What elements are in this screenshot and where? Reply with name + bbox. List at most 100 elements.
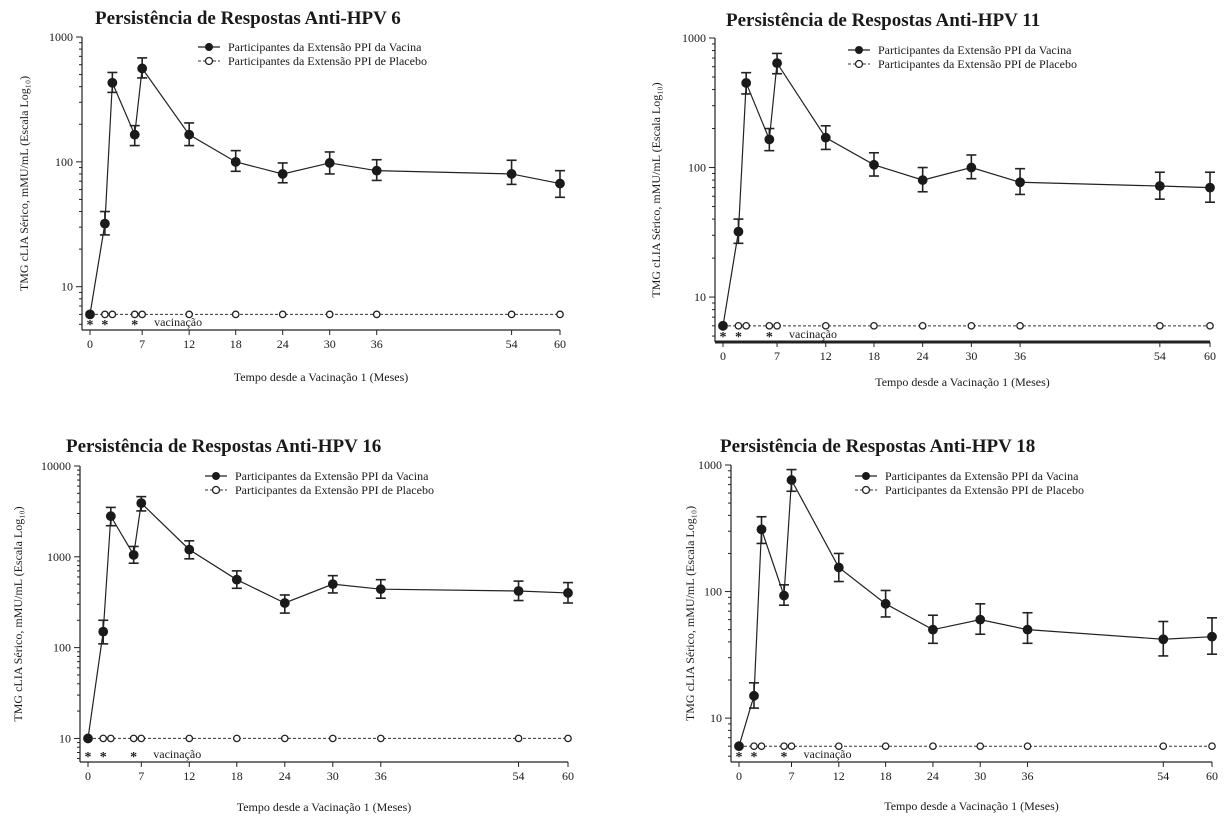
x-tick-label: 54 <box>1154 349 1166 363</box>
vaccine-point <box>1015 177 1025 188</box>
vaccine-point <box>1158 634 1169 645</box>
x-axis-label: Tempo desde a Vacinação 1 (Meses) <box>875 375 1050 389</box>
placebo-point <box>280 734 289 743</box>
x-tick-label: 36 <box>1022 769 1034 783</box>
vaccine-point <box>1205 182 1215 193</box>
vaccine-point <box>880 598 891 609</box>
x-tick-label: 30 <box>324 337 336 351</box>
x-tick-label: 0 <box>87 337 93 351</box>
vaccination-star: * <box>131 318 138 333</box>
x-tick-label: 60 <box>554 337 566 351</box>
placebo-point <box>108 310 117 319</box>
placebo-point <box>870 321 878 330</box>
chart-title: Persistência de Respostas Anti-HPV 6 <box>95 8 401 29</box>
placebo-point <box>765 321 774 330</box>
vaccination-star: * <box>101 318 108 333</box>
x-axis-label: Tempo desde a Vacinação 1 (Meses) <box>234 370 409 384</box>
y-axis-label: TMG cLIA Sérico, mMU/mL (Escala Log₁₀) <box>17 76 31 291</box>
y-tick-label: 1000 <box>698 458 722 472</box>
placebo-point <box>821 321 830 330</box>
vaccine-point <box>231 574 242 585</box>
y-tick-label: 1000 <box>47 550 71 564</box>
placebo-point <box>129 734 138 743</box>
x-tick-label: 12 <box>820 349 832 363</box>
placebo-point <box>137 734 146 743</box>
vaccine-point <box>779 590 789 601</box>
chart-title: Persistência de Respostas Anti-HPV 18 <box>720 436 1035 457</box>
vaccination-label: vacinação <box>153 747 201 761</box>
vaccine-point <box>137 63 148 74</box>
x-tick-label: 60 <box>562 769 574 783</box>
x-tick-label: 30 <box>974 769 986 783</box>
legend-marker-vaccine <box>205 43 213 51</box>
x-tick-label: 54 <box>513 769 525 783</box>
vaccine-point <box>718 320 728 331</box>
y-tick-label: 10 <box>59 731 71 745</box>
chart-title: Persistência de Respostas Anti-HPV 16 <box>66 436 381 457</box>
y-tick-label: 1000 <box>49 30 73 44</box>
vaccine-point <box>506 169 517 179</box>
vaccine-point <box>375 584 386 595</box>
vaccine-point <box>820 132 831 143</box>
vaccine-point <box>975 614 986 625</box>
placebo-point <box>734 321 743 330</box>
placebo-point <box>967 321 976 330</box>
y-axis-label: TMG cLIA Sérico, mMU/mL (Escala Log₁₀) <box>683 506 697 721</box>
placebo-point <box>185 734 194 743</box>
legend-marker-placebo <box>861 485 871 495</box>
x-tick-label: 24 <box>279 769 291 783</box>
x-tick-label: 7 <box>139 337 145 351</box>
vaccine-point <box>105 511 116 522</box>
y-axis-label: TMG cLIA Sérico, mMU/mL (Escala Log₁₀) <box>649 82 663 297</box>
placebo-point <box>750 742 758 751</box>
placebo-point <box>138 310 147 319</box>
legend-label-placebo: Participantes da Extensão PPI de Placebo <box>885 483 1084 497</box>
placebo-point <box>834 742 843 751</box>
placebo-point <box>99 734 108 743</box>
placebo-point <box>325 310 334 319</box>
vaccine-point <box>107 77 118 88</box>
vaccine-point <box>563 588 573 598</box>
vaccination-star: * <box>781 750 788 765</box>
legend-marker-placebo <box>854 59 864 69</box>
x-tick-label: 36 <box>371 337 383 351</box>
x-tick-label: 30 <box>965 349 977 363</box>
legend: Participantes da Extensão PPI da VacinaP… <box>855 469 1084 497</box>
vaccine-point <box>83 733 93 744</box>
placebo-point <box>1208 742 1216 751</box>
x-tick-label: 24 <box>927 769 939 783</box>
placebo-point <box>564 734 572 743</box>
vaccine-point <box>928 624 938 635</box>
placebo-point <box>881 742 890 751</box>
vaccine-series-line <box>87 501 569 739</box>
vaccine-point <box>555 178 565 189</box>
chart-panel-3: Persistência de Respostas Anti-HPV 16 10 1… <box>11 436 574 814</box>
vaccination-star: * <box>87 318 94 333</box>
y-tick-label: 100 <box>704 585 722 599</box>
x-tick-label: 18 <box>868 349 880 363</box>
legend-label-vaccine: Participantes da Extensão PPI da Vacina <box>885 469 1079 483</box>
chart-panel-4: Persistência de Respostas Anti-HPV 18 10 1… <box>683 436 1218 813</box>
vaccine-point <box>869 159 879 170</box>
vaccine-point <box>734 741 744 752</box>
placebo-point <box>185 310 194 319</box>
x-tick-label: 7 <box>789 769 795 783</box>
vaccine-point <box>772 58 782 69</box>
vaccine-point <box>327 579 338 590</box>
vaccination-star: * <box>720 330 727 345</box>
vaccine-point <box>513 586 524 596</box>
vaccine-point <box>98 626 109 637</box>
placebo-point <box>787 742 796 751</box>
x-tick-label: 18 <box>230 337 242 351</box>
vaccine-point <box>324 158 335 168</box>
vaccination-label: vacinação <box>789 327 837 341</box>
vaccine-point <box>764 134 775 145</box>
y-tick-label: 100 <box>55 155 73 169</box>
placebo-point <box>106 734 115 743</box>
placebo-point <box>232 734 241 743</box>
placebo-point <box>514 734 523 743</box>
vaccination-star: * <box>735 330 742 345</box>
legend-label-vaccine: Participantes da Extensão PPI da Vacina <box>878 43 1072 57</box>
vaccination-star: * <box>130 750 137 765</box>
vaccination-star: * <box>85 750 92 765</box>
